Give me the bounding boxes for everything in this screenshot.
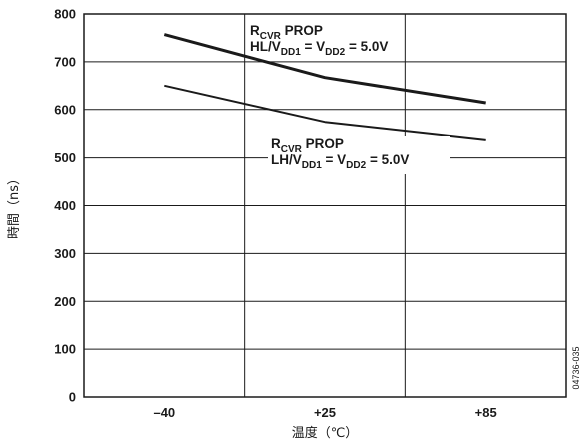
y-tick-label: 500	[54, 150, 76, 165]
y-tick-label: 300	[54, 246, 76, 261]
y-tick-label: 100	[54, 342, 76, 357]
x-tick-label: +85	[475, 405, 497, 420]
annotation-lh-line2: LH/VDD1 = VDD2 = 5.0V	[271, 152, 409, 171]
annotation-hl-line2: HL/VDD1 = VDD2 = 5.0V	[250, 39, 388, 58]
y-axis-title: 時間（ns）	[7, 172, 22, 239]
plot-frame	[83, 13, 567, 398]
annotation-hl-line1: RCVR PROP	[250, 23, 323, 42]
series-layer	[163, 33, 486, 141]
figure-id: 04736-035	[571, 346, 581, 389]
y-tick-label: 800	[54, 7, 76, 22]
y-tick-label: 700	[54, 54, 76, 69]
x-axis-title: 温度（℃）	[292, 425, 359, 441]
y-tick-label: 600	[54, 102, 76, 117]
y-tick-label: 400	[54, 198, 76, 213]
annotation-lh-line1: RCVR PROP	[271, 136, 344, 155]
series-line-hl	[163, 33, 486, 105]
grid	[84, 14, 566, 397]
y-tick-label: 0	[69, 390, 76, 405]
x-tick-labels: –40 +25 +85	[153, 405, 496, 420]
y-tick-labels: 0 100 200 300 400 500 600 700 800	[54, 7, 76, 405]
y-tick-label: 200	[54, 294, 76, 309]
annotation-lh-background	[268, 136, 450, 174]
series-line-lh	[164, 84, 486, 141]
x-tick-label: –40	[153, 405, 175, 420]
x-tick-label: +25	[314, 405, 336, 420]
